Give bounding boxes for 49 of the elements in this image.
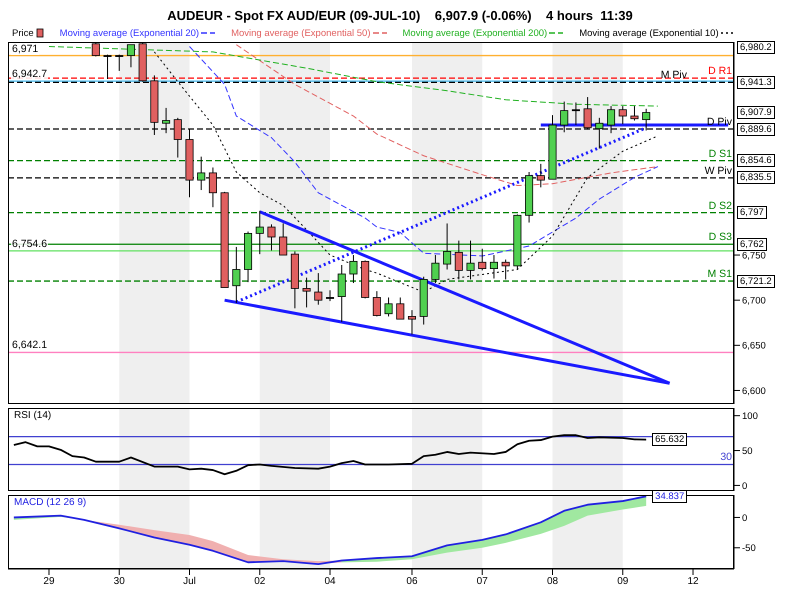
ref-line-label: 6,754.6 [11, 238, 48, 250]
y-tick-label: 6,750 [742, 250, 766, 262]
y-tick-label: 0 [742, 512, 748, 524]
y-tick-label: 6,650 [742, 340, 766, 352]
x-tick-label: 02 [254, 576, 266, 588]
legend-label: Moving average (Exponential 20) [60, 28, 200, 38]
y-tick-label: 100 [742, 411, 758, 422]
annotation: 6,797 [737, 206, 767, 220]
x-tick-label: 12 [687, 576, 700, 588]
annotation: 6,889.6 [737, 122, 775, 136]
annotation: 6,762 [737, 238, 767, 251]
annotation: 6,907.9 [737, 106, 775, 119]
y-tick-label: 0 [742, 480, 748, 492]
annotation: 6,835.5 [737, 171, 775, 184]
chart-title: AUDEUR - Spot FX AUD/EUR (09-JUL-10) 6,907.9 (-0.06%) 4 hours 11:39 [166, 8, 634, 25]
ref-line-label: M S1 [706, 268, 733, 280]
x-tick-label: 06 [406, 576, 418, 588]
annotation: 6,721.2 [737, 274, 775, 288]
annotation: 6,941.3 [737, 76, 775, 89]
annotation: 6,854.6 [737, 154, 775, 168]
x-tick-label: 08 [546, 576, 558, 588]
y-tick-label: 6,600 [742, 386, 766, 397]
data-label: 65.632 [652, 433, 688, 446]
y-tick-label: 6,700 [742, 296, 766, 307]
chart-title: MACD (12 26 9) [14, 497, 86, 508]
ref-line-label: 6,642.1 [11, 339, 48, 352]
annotation: 6,980.2 [737, 40, 775, 54]
data-label: 34.837 [652, 490, 688, 503]
legend-label: Moving average (Exponential 200) [402, 28, 548, 38]
ref-line-label: 6,971 [11, 42, 40, 55]
ref-line-label: 30 [719, 451, 733, 464]
x-tick-label: 07 [476, 576, 488, 588]
x-tick-label: 04 [324, 576, 336, 588]
ref-line-label: D R1 [707, 65, 733, 78]
y-tick-label: -50 [742, 543, 756, 554]
legend-label: Moving average (Exponential 10) [579, 28, 719, 38]
ref-line-label: D S1 [708, 148, 733, 160]
ref-line-label: W Piv [704, 164, 733, 177]
ref-line-label: 6,942.7 [11, 68, 48, 80]
x-tick-label: 30 [114, 576, 126, 588]
x-tick-label: Jul [183, 576, 196, 588]
legend-label: Moving average (Exponential 50) [231, 28, 370, 38]
ref-line-label: D S2 [708, 200, 733, 212]
chart-title: RSI (14) [14, 410, 52, 421]
x-tick-label: 29 [43, 576, 55, 588]
legend-label: Price [12, 28, 34, 38]
ref-line-label: D S3 [708, 231, 733, 244]
x-tick-label: 09 [617, 576, 629, 588]
y-tick-label: 50 [742, 446, 753, 457]
